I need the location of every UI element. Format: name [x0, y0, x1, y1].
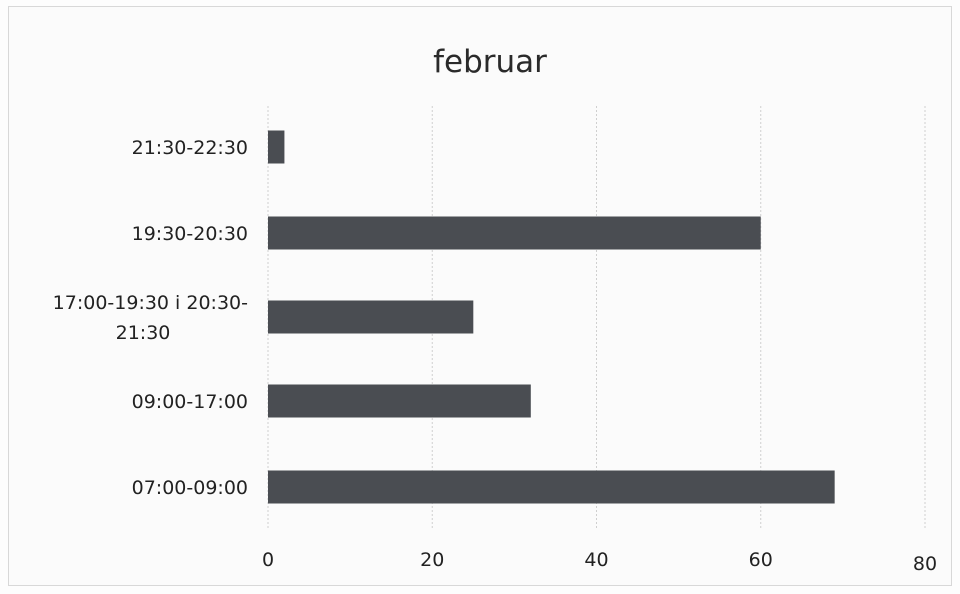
chart-title: februar	[433, 44, 547, 80]
bar-3	[268, 300, 474, 334]
x-tick-label: 20	[420, 549, 444, 571]
bar-5	[268, 470, 835, 504]
x-tick-label: 80	[913, 553, 937, 575]
category-label: 17:00-19:30 i 20:30-	[53, 292, 248, 314]
category-label: 09:00-17:00	[132, 391, 248, 413]
category-label: 21:30-22:30	[132, 137, 248, 159]
x-axis-ticks: 0 20 40 60 80	[262, 549, 937, 575]
bar-4	[268, 384, 531, 418]
category-label: 21:30	[116, 322, 171, 344]
x-tick-label: 60	[749, 549, 773, 571]
x-tick-label: 40	[584, 549, 608, 571]
x-tick-label: 0	[262, 549, 274, 571]
category-label: 07:00-09:00	[132, 477, 248, 499]
bar-2	[268, 216, 761, 250]
bar-1	[268, 130, 285, 164]
category-labels: 21:30-22:30 19:30-20:30 17:00-19:30 i 20:3…	[53, 137, 248, 499]
bars	[268, 130, 835, 504]
category-label: 19:30-20:30	[132, 223, 248, 245]
